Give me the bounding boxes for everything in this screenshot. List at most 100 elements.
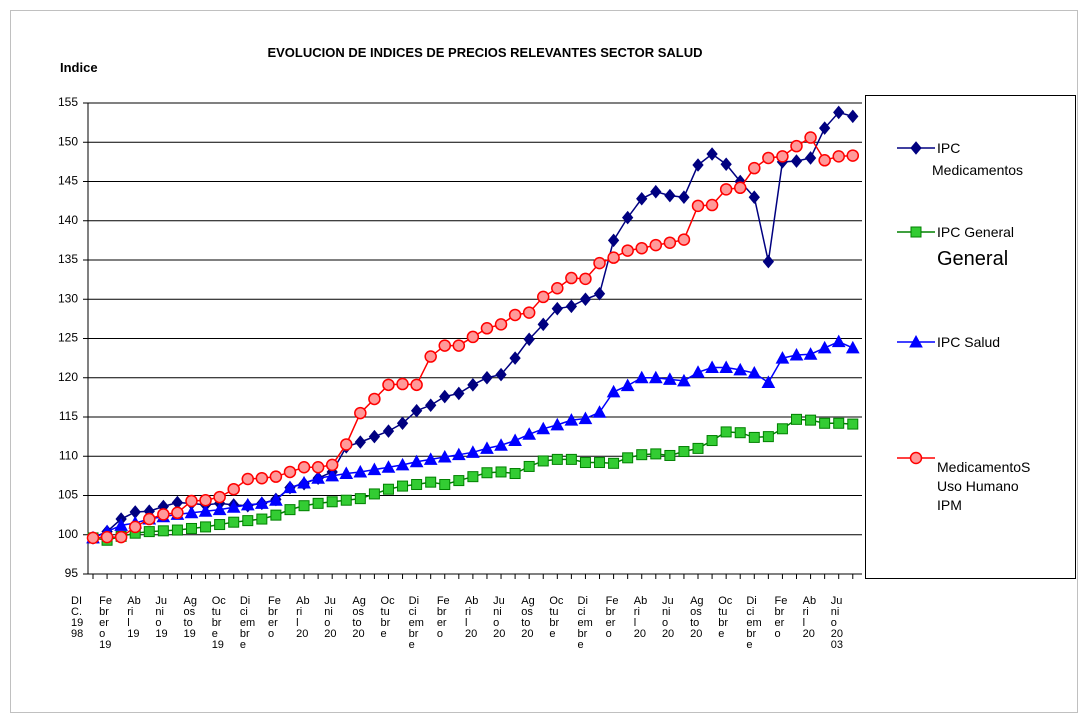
- data-point: [481, 467, 493, 479]
- data-point: [551, 453, 563, 465]
- data-point: [748, 161, 761, 175]
- x-tick-label: Ab ri l 19: [127, 595, 140, 640]
- data-point: [705, 198, 719, 212]
- y-tick-label: 95: [65, 566, 79, 580]
- data-point: [340, 438, 353, 451]
- data-point: [719, 360, 733, 374]
- data-point: [523, 460, 535, 472]
- data-point: [466, 445, 480, 458]
- data-point: [423, 452, 438, 465]
- data-point: [466, 330, 480, 344]
- data-point: [453, 386, 465, 401]
- y-tick-label: 120: [58, 370, 78, 384]
- x-tick-label: Oc tu br e: [549, 595, 564, 640]
- data-point: [565, 453, 577, 465]
- data-point: [213, 490, 226, 504]
- data-point: [200, 521, 212, 533]
- data-point: [678, 190, 690, 204]
- data-point: [424, 350, 437, 363]
- data-point: [776, 423, 788, 435]
- data-point: [762, 151, 775, 165]
- data-point: [451, 447, 466, 461]
- x-tick-label: Ju ni o 20: [493, 595, 505, 640]
- x-tick-label: Ag os to 19: [184, 595, 197, 640]
- data-point: [649, 238, 663, 252]
- data-point: [270, 509, 282, 521]
- data-point: [706, 435, 718, 447]
- data-point: [593, 286, 606, 301]
- data-point: [847, 109, 859, 124]
- data-point: [748, 431, 760, 443]
- data-point: [833, 105, 845, 120]
- data-point: [747, 365, 762, 379]
- x-tick-label: Oc tu br e 19: [212, 595, 227, 651]
- data-point: [720, 157, 732, 172]
- data-point: [691, 365, 705, 378]
- data-point: [494, 438, 508, 451]
- data-point: [791, 413, 802, 425]
- data-point: [241, 472, 255, 486]
- x-tick-label: Ag os to 20: [521, 595, 534, 640]
- data-point: [579, 292, 592, 307]
- data-point: [522, 427, 537, 440]
- x-tick-label: Ju ni o 19: [155, 595, 167, 640]
- data-point: [326, 496, 338, 508]
- data-point: [171, 506, 184, 520]
- x-tick-label: Fe br er o: [437, 595, 450, 640]
- legend-box: [865, 95, 1076, 579]
- data-point: [536, 290, 550, 304]
- data-point: [410, 403, 423, 418]
- x-tick-label: Di ci em br e: [409, 595, 424, 651]
- data-point: [909, 334, 923, 348]
- data-point: [663, 236, 677, 249]
- data-point: [509, 351, 521, 365]
- data-point: [157, 525, 169, 537]
- data-point: [833, 417, 845, 429]
- data-point: [650, 448, 662, 460]
- x-tick-label: Fe br er o 19: [99, 595, 112, 651]
- data-point: [494, 318, 508, 331]
- legend-label: IPC Salud: [937, 334, 1000, 350]
- data-point: [396, 377, 409, 391]
- data-point: [847, 418, 859, 430]
- x-tick-label: Ag os to 20: [352, 595, 365, 640]
- data-point: [846, 149, 860, 162]
- data-point: [803, 347, 818, 360]
- data-point: [425, 398, 437, 413]
- x-tick-label: Ab ri l 20: [296, 595, 309, 640]
- data-point: [508, 433, 522, 447]
- data-point: [199, 493, 212, 507]
- data-point: [579, 272, 592, 286]
- y-tick-label: 110: [59, 448, 78, 462]
- data-point: [692, 442, 704, 454]
- data-point: [437, 449, 452, 463]
- data-point: [537, 317, 549, 332]
- data-point: [550, 417, 565, 431]
- data-point: [748, 190, 760, 204]
- data-point: [269, 493, 283, 506]
- data-point: [439, 479, 451, 491]
- y-tick-label: 135: [58, 252, 78, 266]
- data-point: [198, 504, 213, 517]
- data-point: [396, 416, 409, 431]
- data-point: [819, 417, 831, 429]
- data-point: [607, 251, 620, 264]
- data-point: [578, 411, 593, 425]
- data-point: [509, 468, 521, 480]
- data-point: [910, 141, 922, 155]
- data-point: [368, 488, 380, 500]
- data-point: [719, 183, 733, 196]
- data-point: [593, 256, 606, 270]
- data-point: [761, 375, 776, 388]
- y-tick-label: 150: [58, 134, 78, 148]
- data-point: [368, 429, 381, 444]
- data-point: [664, 449, 676, 461]
- data-point: [677, 373, 691, 387]
- y-tick-label: 125: [58, 331, 78, 345]
- data-point: [242, 515, 254, 527]
- data-point: [297, 475, 311, 489]
- y-tick-label: 155: [58, 95, 78, 109]
- data-point: [678, 446, 690, 458]
- data-point: [397, 480, 409, 492]
- data-point: [411, 479, 423, 491]
